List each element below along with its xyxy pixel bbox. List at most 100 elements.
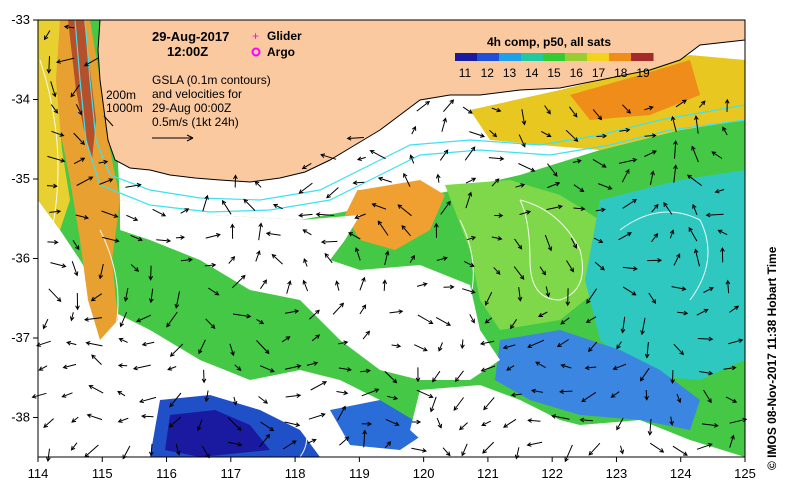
velocity-arrow	[538, 311, 548, 317]
velocity-arrow	[71, 261, 79, 277]
velocity-arrow	[136, 314, 152, 323]
velocity-arrow	[271, 253, 283, 265]
velocity-arrow	[50, 104, 59, 114]
velocity-arrow	[298, 182, 313, 194]
velocity-arrow	[180, 257, 193, 263]
velocity-arrow	[443, 99, 455, 113]
velocity-arrow	[336, 390, 349, 396]
velocity-arrow	[75, 292, 80, 311]
velocity-arrow	[83, 317, 103, 322]
velocity-arrow	[169, 392, 182, 408]
velocity-arrow	[148, 265, 154, 281]
velocity-arrow	[570, 237, 577, 249]
velocity-arrow	[453, 397, 464, 411]
velocity-arrow	[42, 318, 49, 330]
velocity-arrow	[308, 412, 326, 420]
isobath-label-1000m: 1000m	[106, 101, 143, 115]
velocity-arrow	[688, 226, 698, 242]
velocity-arrow	[466, 235, 477, 241]
velocity-arrow	[503, 418, 517, 428]
velocity-arrow	[70, 84, 80, 98]
velocity-arrow	[49, 209, 62, 215]
cloud-gap-south	[410, 385, 700, 457]
velocity-arrow	[619, 127, 631, 133]
velocity-arrow	[411, 125, 417, 135]
velocity-arrow	[550, 414, 570, 420]
velocity-arrow	[714, 188, 725, 194]
velocity-arrow	[506, 365, 515, 371]
velocity-arrow	[572, 159, 582, 164]
x-tick-label: 120	[413, 466, 435, 481]
velocity-arrow	[46, 183, 58, 189]
sst-field-blue-se	[330, 400, 430, 450]
isobath-200m	[84, 20, 745, 201]
x-tick-label: 116	[156, 466, 177, 481]
velocity-arrow	[51, 130, 65, 137]
velocity-arrow	[258, 222, 263, 241]
velocity-arrow	[102, 236, 120, 243]
velocity-arrow	[356, 156, 366, 161]
velocity-arrow	[565, 129, 579, 142]
velocity-arrow	[47, 155, 66, 163]
velocity-arrow	[579, 417, 593, 423]
velocity-arrow	[705, 212, 724, 218]
velocity-arrow	[649, 170, 655, 186]
velocity-arrow	[309, 309, 320, 320]
velocity-arrow	[50, 81, 57, 98]
velocity-arrow	[729, 305, 740, 313]
velocity-arrow	[228, 256, 236, 264]
velocity-arrow	[156, 238, 172, 244]
sst-field-yellow	[38, 20, 70, 230]
velocity-arrow	[560, 363, 572, 369]
velocity-arrow	[397, 204, 412, 217]
velocity-arrow	[231, 274, 246, 289]
velocity-arrow	[725, 279, 731, 294]
velocity-arrow	[677, 310, 689, 316]
velocity-arrow	[484, 317, 493, 324]
velocity-arrow	[259, 433, 271, 448]
velocity-arrow	[126, 214, 139, 221]
velocity-arrow	[622, 198, 638, 209]
velocity-arrow	[438, 342, 443, 352]
velocity-arrow	[416, 100, 431, 112]
velocity-arrow	[724, 98, 730, 112]
velocity-arrow	[621, 168, 630, 183]
colorbar-segment	[455, 53, 478, 61]
velocity-arrow	[46, 448, 51, 463]
colorbar-tick-label: 13	[503, 66, 517, 80]
velocity-arrow	[521, 109, 527, 126]
velocity-arrow	[411, 447, 428, 453]
velocity-arrow	[389, 309, 404, 315]
velocity-arrow	[414, 344, 428, 352]
velocity-arrow	[227, 441, 243, 447]
velocity-arrow	[302, 229, 312, 236]
velocity-arrow	[61, 392, 73, 398]
velocity-arrow	[647, 418, 653, 436]
velocity-arrow	[703, 287, 714, 293]
velocity-arrow	[565, 288, 571, 307]
credit-text: © IMOS 08-Nov-2017 11:38 Hobart Time	[765, 246, 779, 470]
velocity-arrow	[75, 103, 83, 116]
colorbar-tick-label: 12	[481, 66, 495, 80]
velocity-arrow	[234, 364, 242, 372]
velocity-arrow	[168, 416, 182, 428]
velocity-arrow	[377, 220, 389, 236]
x-tick-label: 118	[285, 466, 306, 481]
velocity-arrow	[502, 344, 516, 350]
isobath-1000m	[74, 20, 745, 213]
velocity-arrow	[286, 280, 292, 294]
velocity-arrow	[401, 225, 411, 237]
velocity-arrow	[130, 234, 143, 242]
velocity-arrow	[566, 260, 574, 273]
map-date: 29-Aug-2017	[152, 29, 229, 44]
isobath-label-pointer	[103, 115, 114, 127]
velocity-arrow	[460, 339, 465, 350]
velocity-arrow	[461, 443, 468, 457]
velocity-arrow	[76, 176, 94, 186]
velocity-arrow	[43, 30, 51, 41]
velocity-arrow	[491, 107, 502, 113]
colorbar-segment	[565, 53, 588, 61]
velocity-arrow	[691, 145, 699, 163]
velocity-arrow	[90, 293, 102, 302]
cloud-gap-central	[120, 200, 500, 380]
